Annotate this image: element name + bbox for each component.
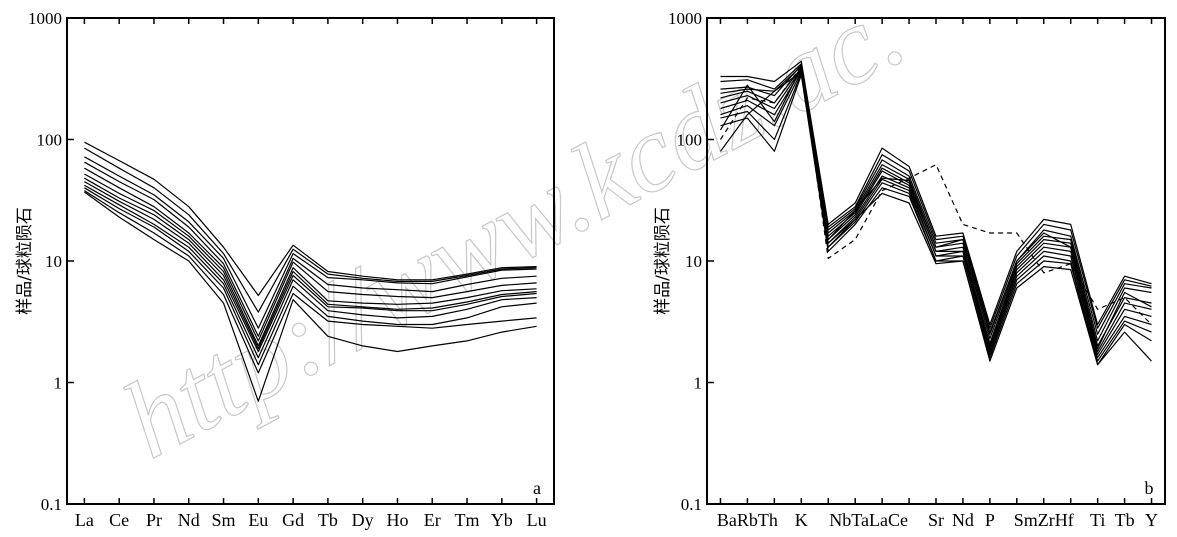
- x-tick-label: Tm: [455, 510, 480, 530]
- x-tick-label: Nd: [178, 510, 200, 530]
- series-line: [84, 181, 537, 353]
- series-line: [84, 187, 537, 366]
- y-axis-label: 样品/球粒陨石: [15, 207, 35, 315]
- series-line: [720, 71, 1152, 359]
- x-tick-label: Ho: [386, 510, 408, 530]
- x-tick-label: NbTaLaCe: [829, 510, 908, 530]
- x-tick-label: Gd: [282, 510, 304, 530]
- series-line: [720, 60, 1152, 326]
- x-tick-label: Dy: [352, 510, 374, 530]
- x-tick-label: K: [795, 510, 808, 530]
- y-tick-label: 1000: [28, 9, 62, 28]
- series-line: [720, 74, 1152, 366]
- x-tick-label: La: [75, 510, 94, 530]
- x-tick-label: Lu: [527, 510, 547, 530]
- series-line: [720, 71, 1152, 366]
- x-tick-label: Pr: [146, 510, 162, 530]
- x-tick-label: Sr: [928, 510, 944, 530]
- series-line: [84, 177, 537, 350]
- y-tick-label: 1: [694, 374, 703, 393]
- x-tick-label: Y: [1145, 510, 1158, 530]
- x-tick-label: Ti: [1090, 510, 1105, 530]
- x-tick-label: Yb: [491, 510, 513, 530]
- chart-panel-a: 0.1 1 10 100 1000 La Ce Pr Nd Sm Eu Gd Tb Dy Ho Er Tm Yb L…: [15, 9, 555, 530]
- x-tick-label: Tb: [318, 510, 338, 530]
- panel-label: b: [1145, 478, 1154, 498]
- series-line: [719, 65, 1152, 325]
- panel-label: a: [533, 478, 541, 498]
- y-tick-label: 10: [45, 252, 62, 271]
- series-line: [719, 67, 1152, 350]
- y-tick-label: 0.1: [41, 495, 62, 514]
- series-line: [84, 141, 537, 297]
- x-tick-label: BaRbTh: [717, 510, 778, 530]
- series-line: [720, 63, 1152, 329]
- y-tick-label: 0.1: [681, 495, 702, 514]
- series-line: [84, 167, 537, 342]
- chart-panel-b: 0.1 1 10 100 1000 BaRbTh K NbTaLaCe Sr Nd P SmZrHf T…: [653, 9, 1166, 530]
- x-tick-label: Sm: [212, 510, 236, 530]
- x-tick-label: Er: [424, 510, 441, 530]
- x-tick-label: Nd: [952, 510, 974, 530]
- series-line: [84, 161, 537, 337]
- series-line: [84, 147, 537, 313]
- x-tick-label: Eu: [248, 510, 268, 530]
- y-tick-label: 10: [685, 252, 702, 271]
- y-tick-label: 100: [37, 131, 63, 150]
- series-line: [84, 184, 537, 359]
- y-tick-label: 1: [54, 374, 63, 393]
- series-line: [84, 156, 537, 329]
- x-tick-label: Ce: [109, 510, 129, 530]
- x-tick-label: P: [985, 510, 995, 530]
- y-tick-label: 100: [677, 131, 703, 150]
- series-line: [84, 191, 537, 402]
- y-axis-label: 样品/球粒陨石: [653, 207, 673, 315]
- series-line: [84, 190, 537, 374]
- y-tick-label: 1000: [668, 9, 702, 28]
- x-tick-label: Tb: [1115, 510, 1135, 530]
- series-line: [84, 173, 537, 347]
- x-tick-label: SmZrHf: [1014, 510, 1074, 530]
